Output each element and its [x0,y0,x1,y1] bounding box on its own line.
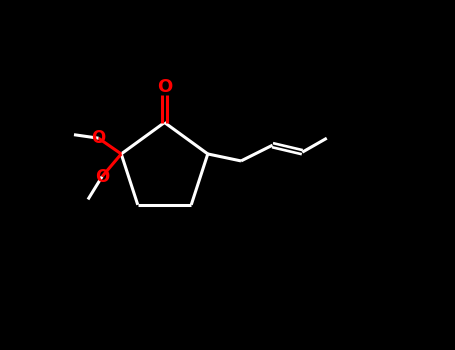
Text: O: O [157,78,172,96]
Text: O: O [91,129,106,147]
Text: O: O [95,168,109,186]
